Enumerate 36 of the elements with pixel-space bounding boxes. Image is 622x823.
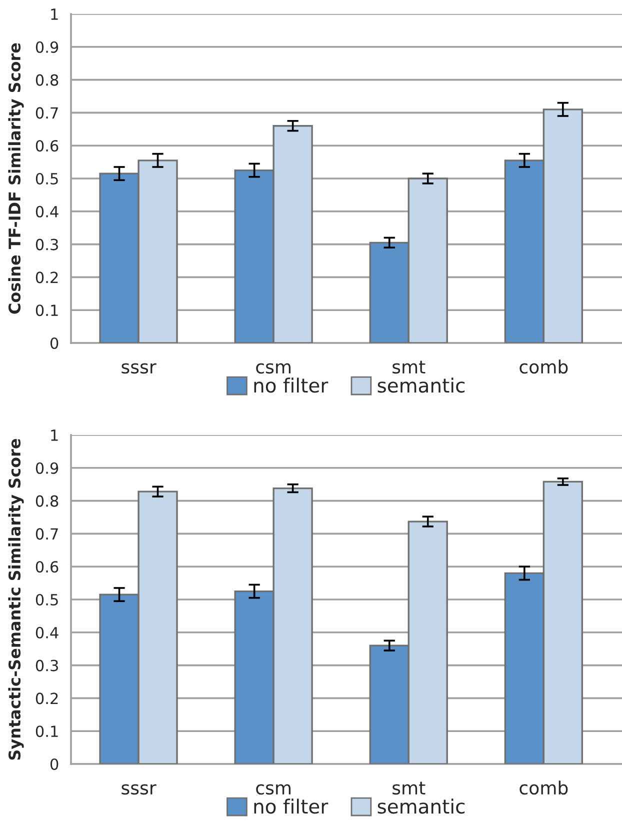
y-tick-label: 0.4 <box>36 206 58 218</box>
y-axis-title: Cosine TF-IDF Similarity Score <box>8 43 24 314</box>
y-tick-label: 0.7 <box>36 107 58 119</box>
y-tick-label: 0.8 <box>36 74 58 86</box>
y-tick-label: 0 <box>50 758 58 770</box>
x-tick-label: csm <box>256 784 290 795</box>
y-tick-label: 0.4 <box>36 626 58 638</box>
y-tick-label: 0.3 <box>36 660 58 672</box>
x-tick-label: sssr <box>122 784 156 795</box>
y-tick-label: 1 <box>51 8 58 20</box>
y-tick-label: 0.3 <box>36 238 58 250</box>
y-tick-label: 0.1 <box>36 726 58 738</box>
x-tick-label: comb <box>520 360 568 374</box>
y-tick-label: 0.6 <box>36 140 58 152</box>
y-tick-label: 0.9 <box>36 41 58 53</box>
y-tick-label: 0.9 <box>36 462 58 474</box>
y-axis-title: Syntactic-Semantic Similarity Score <box>8 438 24 760</box>
x-tick-label: smt <box>392 782 426 795</box>
y-tick-label: 0.7 <box>36 528 58 540</box>
y-tick-label: 1 <box>51 430 58 441</box>
legend-label: no filter <box>254 798 328 814</box>
y-tick-label: 0.2 <box>36 692 58 704</box>
x-tick-label: csm <box>256 363 290 374</box>
y-tick-label: 0.1 <box>36 304 58 316</box>
x-tick-label: comb <box>520 780 568 795</box>
legend-label: no filter <box>254 378 328 393</box>
y-tick-label: 0 <box>50 337 58 350</box>
y-tick-label: 0.8 <box>36 495 58 507</box>
y-tick-label: 0.5 <box>36 172 58 185</box>
y-tick-label: 0.2 <box>36 272 58 284</box>
x-tick-label: smt <box>392 360 426 374</box>
y-tick-label: 0.6 <box>36 561 58 573</box>
x-tick-label: sssr <box>122 363 156 374</box>
legend-label: semantic <box>378 378 465 393</box>
y-tick-label: 0.5 <box>36 594 58 606</box>
legend-label: semantic <box>378 798 465 814</box>
